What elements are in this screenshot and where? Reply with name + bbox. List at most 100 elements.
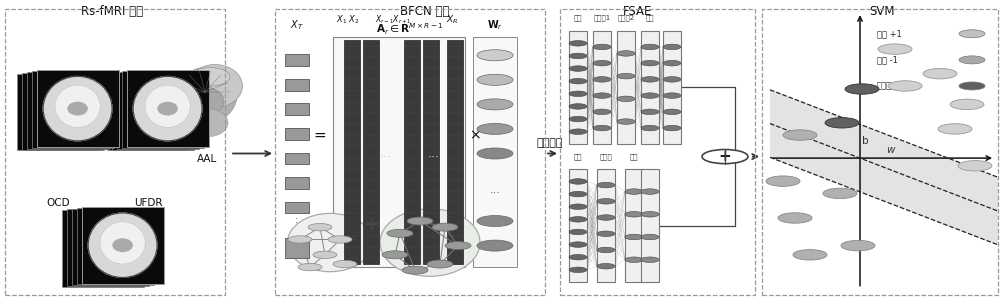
- Bar: [363, 40, 379, 264]
- Circle shape: [778, 213, 812, 223]
- Circle shape: [569, 41, 587, 46]
- Circle shape: [766, 176, 800, 186]
- Bar: [569, 169, 587, 282]
- Circle shape: [477, 240, 513, 251]
- Circle shape: [617, 73, 635, 79]
- Text: ...: ...: [428, 147, 440, 160]
- Polygon shape: [770, 90, 998, 245]
- Circle shape: [569, 116, 587, 122]
- Circle shape: [477, 148, 513, 159]
- Circle shape: [328, 236, 352, 243]
- Bar: [127, 70, 209, 147]
- Text: =: =: [314, 128, 326, 142]
- Ellipse shape: [67, 102, 88, 115]
- Text: $X_R$: $X_R$: [446, 14, 458, 26]
- Circle shape: [841, 240, 875, 251]
- Bar: [344, 40, 360, 264]
- Circle shape: [783, 130, 817, 140]
- Text: 隐藏层2: 隐藏层2: [617, 15, 635, 21]
- Text: :: :: [295, 215, 299, 224]
- Circle shape: [958, 161, 992, 171]
- Circle shape: [597, 263, 615, 269]
- Circle shape: [569, 53, 587, 59]
- Circle shape: [641, 44, 659, 50]
- Bar: [72, 208, 154, 285]
- Text: 输出: 输出: [646, 15, 654, 21]
- Text: $\mathbf{W}_r$: $\mathbf{W}_r$: [487, 18, 503, 32]
- Circle shape: [569, 267, 587, 273]
- Circle shape: [641, 212, 659, 217]
- Bar: [663, 31, 681, 144]
- Ellipse shape: [188, 109, 228, 137]
- Circle shape: [569, 255, 587, 260]
- Ellipse shape: [176, 86, 224, 117]
- Ellipse shape: [100, 222, 145, 264]
- Circle shape: [597, 247, 615, 253]
- Text: 输入: 输入: [574, 153, 582, 160]
- Bar: [473, 37, 517, 267]
- Bar: [275, 9, 545, 295]
- Circle shape: [663, 44, 681, 50]
- Circle shape: [663, 93, 681, 98]
- Circle shape: [641, 234, 659, 240]
- Text: +: +: [364, 215, 380, 234]
- Circle shape: [382, 251, 408, 259]
- Ellipse shape: [188, 64, 242, 107]
- Bar: [285, 238, 309, 258]
- Ellipse shape: [133, 76, 202, 141]
- Ellipse shape: [190, 68, 230, 86]
- Ellipse shape: [175, 68, 237, 123]
- Text: 类别 -1: 类别 -1: [877, 55, 898, 64]
- Bar: [617, 31, 635, 144]
- Circle shape: [569, 204, 587, 209]
- Circle shape: [959, 56, 985, 64]
- Text: AAL: AAL: [197, 154, 217, 164]
- Circle shape: [641, 77, 659, 82]
- Circle shape: [569, 242, 587, 247]
- Circle shape: [663, 125, 681, 131]
- Circle shape: [663, 109, 681, 115]
- Circle shape: [477, 216, 513, 227]
- Circle shape: [641, 93, 659, 98]
- Circle shape: [845, 84, 879, 94]
- Ellipse shape: [380, 209, 480, 276]
- Text: 特征学习: 特征学习: [537, 138, 563, 148]
- Bar: [285, 202, 309, 213]
- Bar: [625, 169, 643, 282]
- Circle shape: [333, 260, 357, 268]
- Bar: [5, 9, 225, 295]
- Text: FSAE: FSAE: [623, 5, 653, 17]
- Circle shape: [823, 188, 857, 199]
- Circle shape: [950, 99, 984, 110]
- Bar: [641, 31, 659, 144]
- Bar: [82, 207, 164, 284]
- Circle shape: [625, 257, 643, 262]
- Circle shape: [445, 242, 471, 250]
- Ellipse shape: [43, 76, 112, 141]
- Circle shape: [569, 179, 587, 184]
- Bar: [32, 71, 114, 148]
- Circle shape: [938, 124, 972, 134]
- Ellipse shape: [88, 213, 157, 278]
- Circle shape: [569, 91, 587, 97]
- Text: UFDR: UFDR: [134, 198, 162, 208]
- Circle shape: [597, 215, 615, 220]
- Bar: [333, 37, 465, 267]
- Bar: [77, 208, 159, 285]
- Circle shape: [569, 104, 587, 109]
- Bar: [17, 74, 99, 150]
- Circle shape: [298, 263, 322, 271]
- Text: Rs-fMRI 数据: Rs-fMRI 数据: [81, 5, 143, 17]
- Circle shape: [641, 109, 659, 115]
- Bar: [285, 79, 309, 91]
- Bar: [569, 31, 587, 144]
- Bar: [37, 70, 119, 147]
- Ellipse shape: [288, 213, 372, 272]
- Text: 输出: 输出: [630, 153, 638, 160]
- Bar: [447, 40, 463, 264]
- Circle shape: [641, 189, 659, 194]
- Circle shape: [569, 216, 587, 222]
- Circle shape: [878, 44, 912, 54]
- Circle shape: [593, 93, 611, 98]
- Circle shape: [593, 125, 611, 131]
